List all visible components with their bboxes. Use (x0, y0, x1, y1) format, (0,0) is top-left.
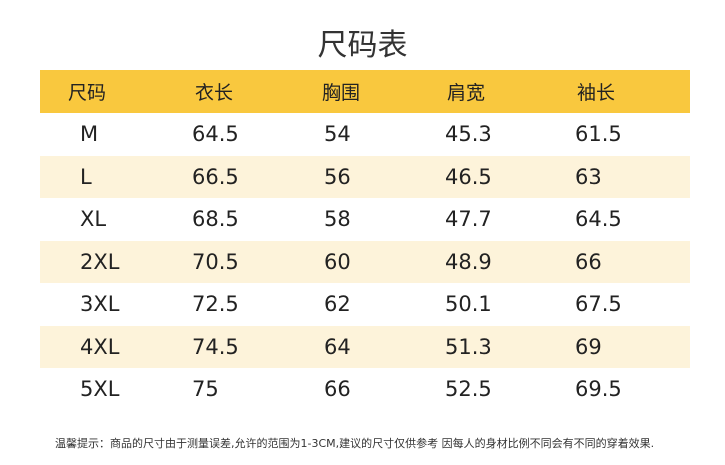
title: 尺码表 (317, 28, 408, 63)
table-cell: 56 (324, 164, 351, 189)
table-cell: 61.5 (575, 122, 622, 147)
table-cell: 45.3 (445, 122, 492, 147)
table-row: 3XL 72.5 62 50.1 67.5 (40, 283, 690, 326)
table-cell: 68.5 (192, 207, 239, 232)
table-cell: 46.5 (445, 164, 492, 189)
header-cell: 袖长 (577, 82, 616, 104)
table-cell: 5XL (80, 377, 120, 402)
header-cell: 衣长 (195, 82, 234, 104)
table-cell: 4XL (80, 334, 120, 359)
table-cell: 66.5 (192, 164, 239, 189)
table-cell: 69.5 (575, 377, 622, 402)
table-cell: 72.5 (192, 292, 239, 317)
table-row: 2XL 70.5 60 48.9 66 (40, 240, 690, 283)
table-row: M 64.5 54 45.3 61.5 (40, 113, 690, 156)
table-cell: 62 (324, 292, 351, 317)
table-cell: 64 (324, 334, 351, 359)
header-cell: 肩宽 (447, 82, 486, 104)
table-cell: 2XL (80, 249, 120, 274)
table-cell: 74.5 (192, 334, 239, 359)
table-cell: 66 (575, 249, 602, 274)
header-row: 尺码 衣长 胸围 肩宽 袖长 (40, 70, 690, 113)
table-cell: 75 (192, 377, 219, 402)
table-cell: XL (80, 207, 107, 232)
table-row: 5XL 75 66 52.5 69.5 (40, 368, 690, 411)
table-cell: 60 (324, 249, 351, 274)
header-cell: 胸围 (322, 82, 361, 104)
table-cell: M (80, 122, 99, 147)
table-cell: 64.5 (575, 207, 622, 232)
size-table: 尺码 衣长 胸围 肩宽 袖长 M 64.5 54 45.3 61.5 L 66.5 56 46.5 63 XL… (40, 70, 690, 411)
table-cell: 48.9 (445, 249, 492, 274)
table-row: 4XL 74.5 64 51.3 69 (40, 325, 690, 368)
table-cell: 67.5 (575, 292, 622, 317)
note: 温馨提示：商品的尺寸由于测量误差,允许的范围为1-3CM,建议的尺寸仅供参考 因… (55, 437, 655, 450)
table-cell: 52.5 (445, 377, 492, 402)
table-cell: 50.1 (445, 292, 492, 317)
table-cell: L (80, 164, 92, 189)
table-row: L 66.5 56 46.5 63 (40, 155, 690, 198)
table-row: XL 68.5 58 47.7 64.5 (40, 198, 690, 241)
table-cell: 69 (575, 334, 602, 359)
table-cell: 3XL (80, 292, 120, 317)
table-cell: 58 (324, 207, 351, 232)
header-cell: 尺码 (68, 82, 107, 104)
table-cell: 51.3 (445, 334, 492, 359)
table-cell: 54 (324, 122, 351, 147)
table-cell: 70.5 (192, 249, 239, 274)
table-cell: 47.7 (445, 207, 492, 232)
table-cell: 63 (575, 164, 602, 189)
table-cell: 66 (324, 377, 351, 402)
table-cell: 64.5 (192, 122, 239, 147)
